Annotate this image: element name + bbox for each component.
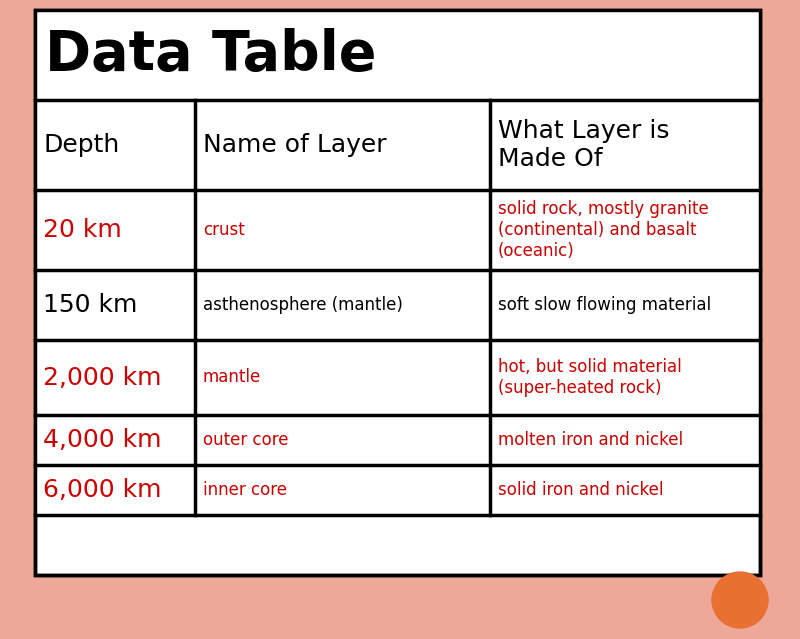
Text: 2,000 km: 2,000 km (43, 366, 162, 390)
Text: crust: crust (203, 221, 245, 239)
Bar (35, 10, 760, 100)
Text: mantle: mantle (203, 369, 262, 387)
Text: solid rock, mostly granite
(continental) and basalt
(oceanic): solid rock, mostly granite (continental)… (498, 200, 709, 260)
Bar (35, 465, 760, 515)
Text: molten iron and nickel: molten iron and nickel (498, 431, 683, 449)
Text: Depth: Depth (43, 133, 119, 157)
Bar (35, 10, 760, 575)
Text: What Layer is
Made Of: What Layer is Made Of (498, 119, 670, 171)
Text: soft slow flowing material: soft slow flowing material (498, 296, 711, 314)
Bar (35, 340, 760, 415)
Bar (35, 190, 760, 270)
Bar (35, 415, 760, 465)
Bar (35, 10, 760, 575)
Text: 150 km: 150 km (43, 293, 138, 317)
Bar (35, 270, 760, 340)
Text: 6,000 km: 6,000 km (43, 478, 162, 502)
Circle shape (712, 572, 768, 628)
Text: outer core: outer core (203, 431, 289, 449)
Text: asthenosphere (mantle): asthenosphere (mantle) (203, 296, 403, 314)
Bar (35, 100, 760, 190)
Text: solid iron and nickel: solid iron and nickel (498, 481, 663, 499)
Text: 20 km: 20 km (43, 218, 122, 242)
Text: Name of Layer: Name of Layer (203, 133, 386, 157)
Text: Data Table: Data Table (45, 28, 376, 82)
Text: hot, but solid material
(super-heated rock): hot, but solid material (super-heated ro… (498, 358, 682, 397)
Text: 4,000 km: 4,000 km (43, 428, 162, 452)
Text: inner core: inner core (203, 481, 287, 499)
